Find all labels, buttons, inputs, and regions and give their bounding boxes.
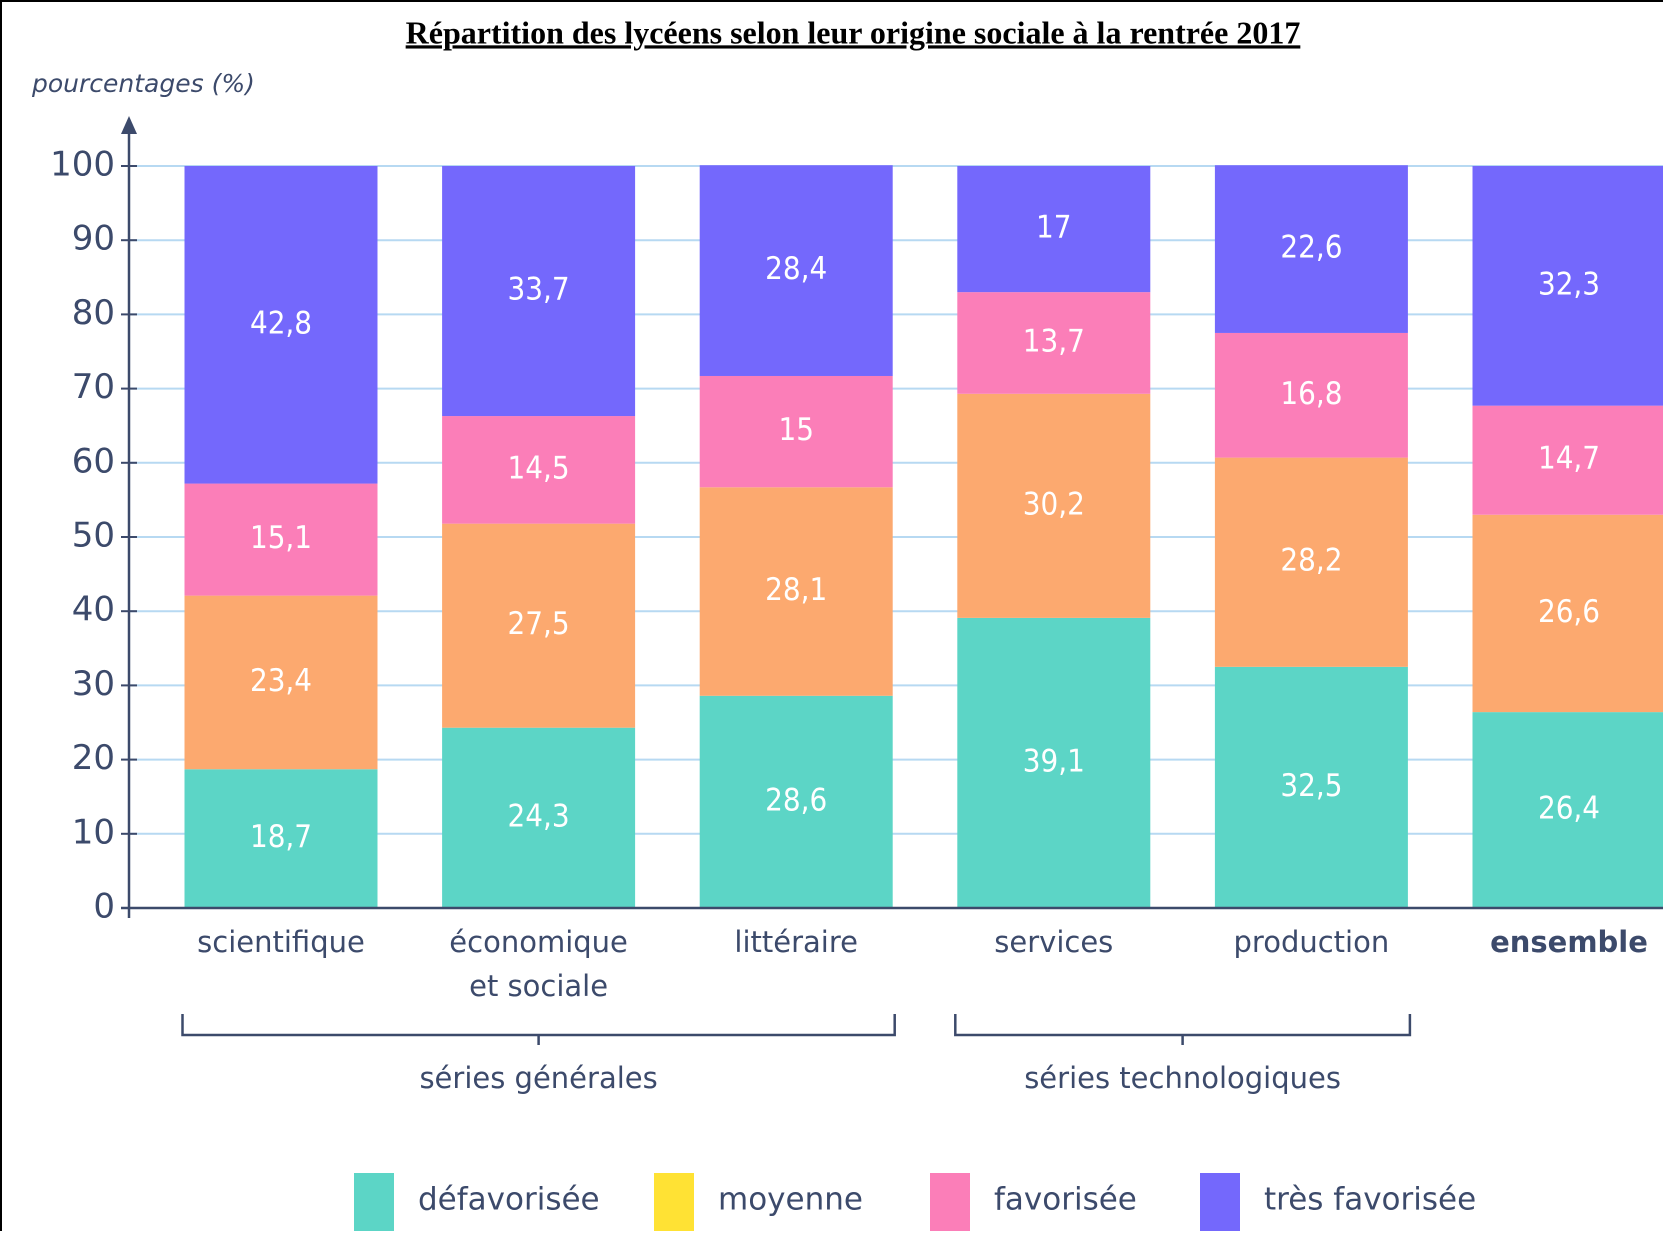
- y-tick-label: 80: [72, 293, 115, 333]
- y-tick-label: 100: [50, 145, 115, 185]
- x-tick-label: ensemble: [1474, 920, 1663, 964]
- legend-swatch: [354, 1173, 394, 1231]
- data-label: 13,7: [1023, 323, 1085, 359]
- y-axis-label: pourcentages (%): [31, 69, 255, 98]
- data-label: 33,7: [508, 272, 570, 308]
- legend-label: défavorisée: [418, 1182, 600, 1218]
- data-label: 14,5: [508, 450, 570, 486]
- x-tick-label: économique et sociale: [444, 920, 634, 1008]
- legend-swatch: [1200, 1173, 1240, 1231]
- group-bracket: [955, 1014, 1410, 1045]
- x-tick-label: scientifique: [186, 920, 376, 964]
- y-tick-label: 10: [72, 812, 115, 852]
- legend-swatch: [654, 1173, 694, 1231]
- y-tick-label: 30: [72, 664, 115, 704]
- legend-label: moyenne: [718, 1182, 863, 1218]
- data-label: 32,5: [1280, 768, 1342, 804]
- data-label: 14,7: [1538, 441, 1600, 477]
- group-bracket: [183, 1014, 895, 1045]
- data-label: 17: [1036, 210, 1071, 246]
- x-tick-label: services: [959, 920, 1149, 964]
- y-axis-arrow: [121, 116, 137, 134]
- group-label: séries générales: [419, 1061, 657, 1095]
- data-label: 28,4: [765, 251, 827, 287]
- data-label: 22,6: [1280, 230, 1342, 266]
- y-tick-label: 40: [72, 590, 115, 630]
- legend-label: très favorisée: [1264, 1182, 1476, 1218]
- data-label: 39,1: [1023, 743, 1085, 779]
- y-tick-label: 60: [72, 441, 115, 481]
- y-tick-label: 0: [93, 887, 115, 927]
- legend-label: favorisée: [994, 1182, 1137, 1218]
- legend-swatch: [930, 1173, 970, 1231]
- chart-title: Répartition des lycéens selon leur origi…: [406, 14, 1301, 50]
- data-label: 24,3: [508, 798, 570, 834]
- data-label: 16,8: [1280, 376, 1342, 412]
- group-label: séries technologiques: [1024, 1061, 1341, 1095]
- data-label: 15,1: [250, 520, 312, 556]
- data-label: 32,3: [1538, 266, 1600, 302]
- data-label: 42,8: [250, 305, 312, 341]
- data-label: 23,4: [250, 663, 312, 699]
- data-label: 15: [778, 412, 813, 448]
- data-label: 30,2: [1023, 486, 1085, 522]
- data-label: 28,2: [1280, 543, 1342, 579]
- x-tick-label: littéraire: [701, 920, 891, 964]
- x-tick-label: production: [1216, 920, 1406, 964]
- data-label: 27,5: [508, 606, 570, 642]
- y-tick-label: 50: [72, 516, 115, 556]
- data-label: 18,7: [250, 819, 312, 855]
- data-label: 26,6: [1538, 594, 1600, 630]
- data-label: 28,1: [765, 572, 827, 608]
- data-label: 28,6: [765, 782, 827, 818]
- data-label: 26,4: [1538, 791, 1600, 827]
- y-tick-label: 20: [72, 738, 115, 778]
- y-tick-label: 90: [72, 219, 115, 259]
- y-tick-label: 70: [72, 367, 115, 407]
